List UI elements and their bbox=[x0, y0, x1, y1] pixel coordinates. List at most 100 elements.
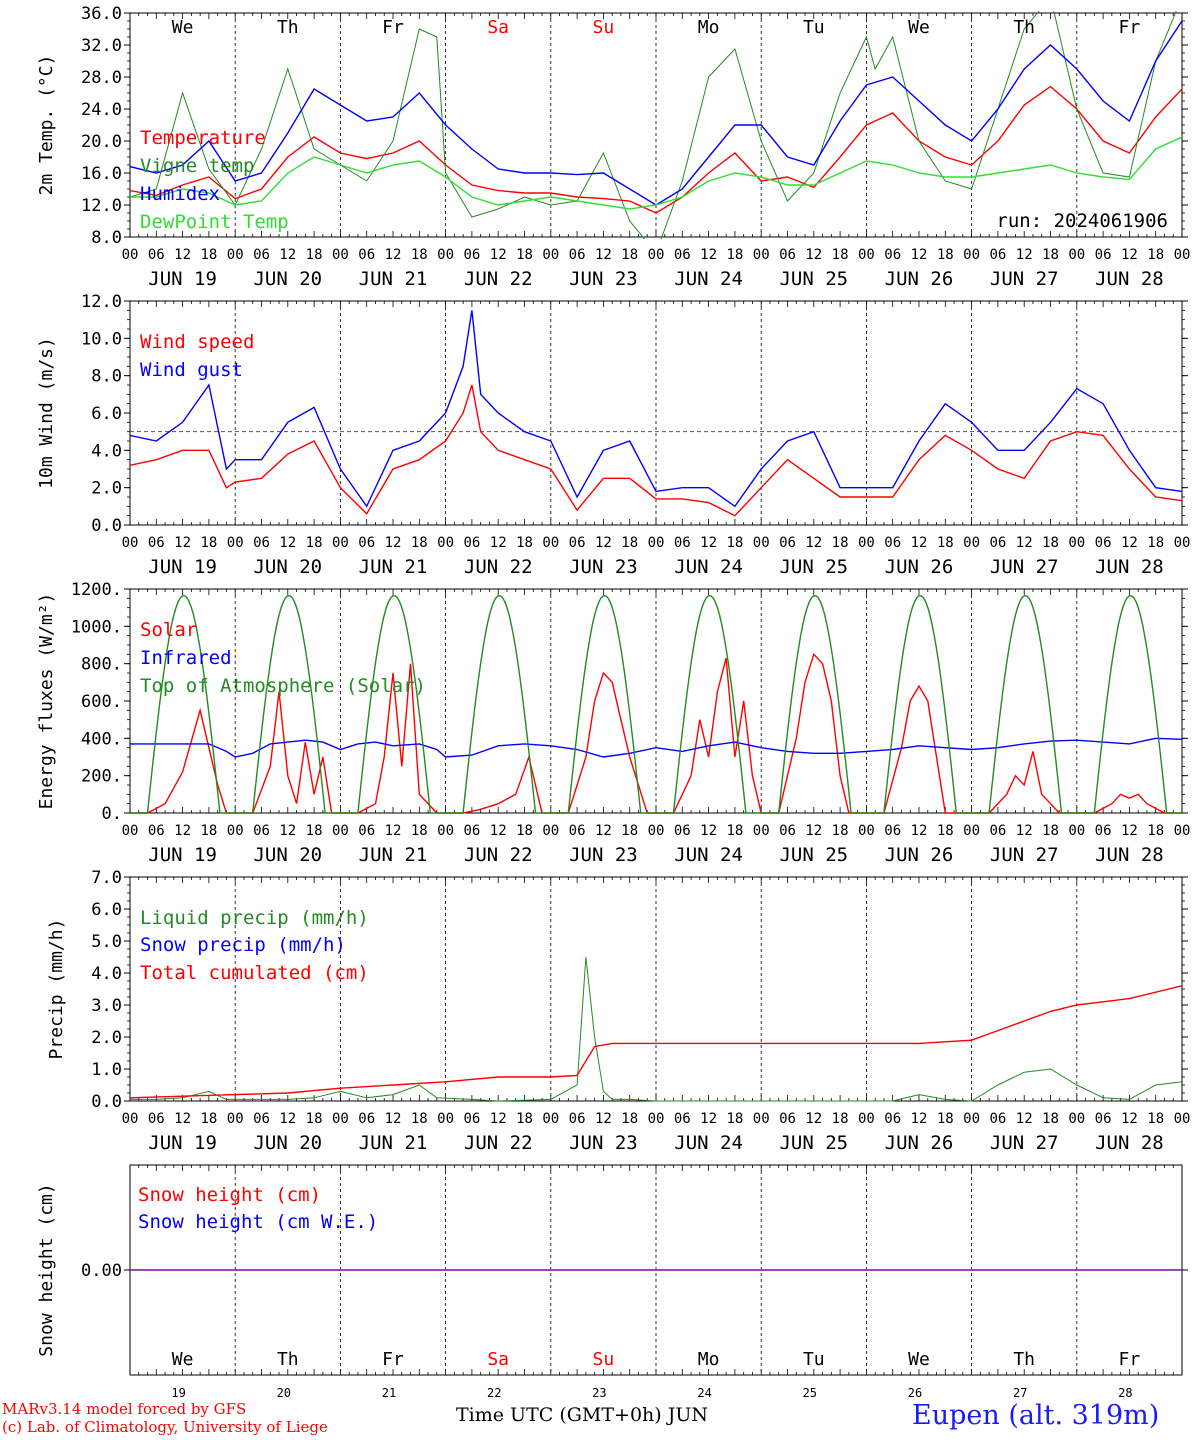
date-label: JUN 23 bbox=[569, 556, 638, 578]
y-tick-label: 0.00 bbox=[81, 1261, 122, 1281]
x-tick-label: 18 bbox=[1042, 535, 1059, 551]
date-label: JUN 22 bbox=[464, 268, 533, 290]
series-line-top-of-atmosphere-solar- bbox=[130, 595, 1182, 814]
y-tick-label: 4.0 bbox=[91, 964, 122, 984]
series-line-temperature bbox=[130, 85, 1182, 214]
series-line-infrared bbox=[130, 737, 1182, 758]
day-name-label: Th bbox=[277, 1349, 299, 1370]
date-label: JUN 27 bbox=[990, 1132, 1059, 1154]
x-tick-label: 18 bbox=[1147, 247, 1164, 263]
x-tick-label: 00 bbox=[963, 1111, 980, 1127]
x-tick-label: 06 bbox=[779, 535, 796, 551]
x-tick-label: 00 bbox=[858, 823, 875, 839]
legend-dewpoint-temp: DewPoint Temp bbox=[140, 211, 289, 233]
panel-2: 0.0 2.0 4.0 6.0 8.0 10.0 12.0 10m Wind (m/s) Win… bbox=[36, 292, 1190, 578]
x-tick-label: 06 bbox=[463, 247, 480, 263]
x-tick-label: 06 bbox=[148, 823, 165, 839]
series-line-dewpoint-temp bbox=[130, 136, 1182, 210]
day-name-label: Fr bbox=[382, 17, 404, 38]
date-label: JUN 28 bbox=[1095, 1132, 1164, 1154]
x-tick-label: 18 bbox=[1042, 823, 1059, 839]
x-tick-label: 06 bbox=[779, 247, 796, 263]
x-tick-label: 12 bbox=[1121, 1111, 1138, 1127]
x-tick-label: 12 bbox=[279, 1111, 296, 1127]
x-tick-label: 12 bbox=[279, 823, 296, 839]
y-axis-label: Energy fluxes (W/m²) bbox=[36, 593, 57, 810]
date-label: JUN 20 bbox=[253, 844, 322, 866]
x-tick-label: 12 bbox=[174, 247, 191, 263]
day-number-label: 20 bbox=[277, 1386, 291, 1400]
x-tick-label: 18 bbox=[200, 535, 217, 551]
x-tick-label: 12 bbox=[595, 247, 612, 263]
x-tick-label: 06 bbox=[463, 823, 480, 839]
x-tick-label: 06 bbox=[674, 247, 691, 263]
y-tick-label: 12.0 bbox=[81, 196, 122, 216]
day-number-label: 28 bbox=[1118, 1386, 1132, 1400]
x-tick-label: 12 bbox=[700, 1111, 717, 1127]
x-tick-label: 00 bbox=[332, 247, 349, 263]
x-tick-label: 18 bbox=[726, 1111, 743, 1127]
x-tick-label: 12 bbox=[595, 823, 612, 839]
x-tick-label: 00 bbox=[542, 535, 559, 551]
day-name-label: Th bbox=[1013, 17, 1035, 38]
x-tick-label: 18 bbox=[516, 823, 533, 839]
x-tick-label: 18 bbox=[306, 247, 323, 263]
legend-temperature: Temperature bbox=[140, 127, 266, 149]
y-tick-label: 2.0 bbox=[91, 1028, 122, 1048]
x-tick-label: 18 bbox=[516, 247, 533, 263]
legend-humidex: Humidex bbox=[140, 183, 220, 205]
y-tick-label: 32.0 bbox=[81, 36, 122, 56]
y-axis-label: Snow height (cm) bbox=[36, 1183, 57, 1356]
run-label: run: 2024061906 bbox=[996, 210, 1168, 232]
date-label: JUN 25 bbox=[779, 844, 848, 866]
date-label: JUN 20 bbox=[253, 268, 322, 290]
date-label: JUN 27 bbox=[990, 268, 1059, 290]
series-line-humidex bbox=[130, 20, 1182, 206]
x-tick-label: 00 bbox=[122, 1111, 139, 1127]
x-tick-label: 00 bbox=[648, 823, 665, 839]
x-tick-label: 06 bbox=[884, 247, 901, 263]
series-line-total-cumulated-cm- bbox=[130, 985, 1182, 1099]
footer-credits: MARv3.14 model forced by GFS (c) Lab. of… bbox=[2, 1400, 328, 1436]
y-tick-label: 200. bbox=[81, 767, 122, 787]
lab-credit: (c) Lab. of Climatology, University of L… bbox=[2, 1418, 328, 1436]
day-name-label: Su bbox=[593, 17, 615, 38]
date-label: JUN 25 bbox=[779, 268, 848, 290]
date-label: JUN 22 bbox=[464, 556, 533, 578]
x-tick-label: 18 bbox=[832, 535, 849, 551]
panel-1: 8.0 12.0 16.0 20.0 24.0 28.0 32.0 36.0 2m Temp. … bbox=[36, 4, 1191, 290]
x-tick-label: 06 bbox=[674, 535, 691, 551]
x-tick-label: 00 bbox=[122, 535, 139, 551]
date-label: JUN 26 bbox=[885, 844, 954, 866]
x-tick-label: 18 bbox=[411, 823, 428, 839]
x-tick-label: 12 bbox=[490, 535, 507, 551]
x-tick-label: 18 bbox=[832, 823, 849, 839]
day-name-label: Su bbox=[593, 1349, 615, 1370]
x-tick-label: 06 bbox=[779, 823, 796, 839]
y-axis-label: Precip (mm/h) bbox=[46, 919, 67, 1060]
x-tick-label: 12 bbox=[595, 535, 612, 551]
x-tick-label: 12 bbox=[911, 247, 928, 263]
x-tick-label: 12 bbox=[490, 247, 507, 263]
x-tick-label: 00 bbox=[122, 823, 139, 839]
x-tick-label: 06 bbox=[463, 1111, 480, 1127]
day-name-label: Th bbox=[1013, 1349, 1035, 1370]
x-tick-label: 18 bbox=[937, 247, 954, 263]
x-tick-label: 06 bbox=[148, 535, 165, 551]
x-tick-label: 18 bbox=[306, 1111, 323, 1127]
x-tick-label: 06 bbox=[989, 1111, 1006, 1127]
x-tick-label: 00 bbox=[1174, 247, 1191, 263]
date-label: JUN 25 bbox=[779, 1132, 848, 1154]
day-name-label: Tu bbox=[803, 1349, 825, 1370]
x-tick-label: 12 bbox=[490, 1111, 507, 1127]
x-tick-label: 06 bbox=[253, 1111, 270, 1127]
x-tick-label: 12 bbox=[279, 247, 296, 263]
date-label: JUN 19 bbox=[148, 268, 217, 290]
y-tick-label: 1200. bbox=[71, 580, 122, 600]
x-tick-label: 00 bbox=[332, 535, 349, 551]
date-label: JUN 22 bbox=[464, 844, 533, 866]
x-tick-label: 12 bbox=[1121, 247, 1138, 263]
day-number-label: 23 bbox=[592, 1386, 606, 1400]
x-tick-label: 12 bbox=[700, 535, 717, 551]
x-tick-label: 12 bbox=[385, 1111, 402, 1127]
